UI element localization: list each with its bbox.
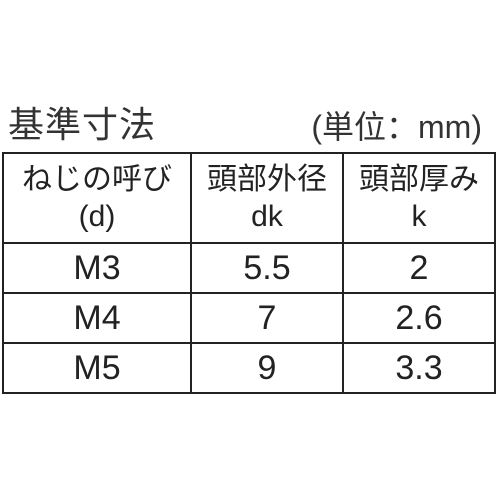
cell-k: 2.6 xyxy=(343,293,495,343)
table-row: M3 5.5 2 xyxy=(3,243,495,293)
cell-k: 3.3 xyxy=(343,343,495,393)
col-header-k-line1: 頭部厚み xyxy=(359,163,479,196)
table-title: 基準寸法 xyxy=(8,96,156,148)
spec-table: ねじの呼び (d) 頭部外径 dk 頭部厚み k M3 5.5 xyxy=(2,152,496,394)
cell-dk: 7 xyxy=(191,293,343,343)
table-row: M4 7 2.6 xyxy=(3,293,495,343)
cell-thread: M4 xyxy=(3,293,191,343)
col-header-k-line2: k xyxy=(344,198,494,236)
table-header-row: ねじの呼び (d) 頭部外径 dk 頭部厚み k xyxy=(3,153,495,243)
col-header-dk-line1: 頭部外径 xyxy=(207,163,327,196)
cell-dk: 5.5 xyxy=(191,243,343,293)
col-header-thread-line1: ねじの呼び xyxy=(22,163,172,196)
cell-dk: 9 xyxy=(191,343,343,393)
table-row: M5 9 3.3 xyxy=(3,343,495,393)
col-header-dk-line2: dk xyxy=(192,198,342,236)
col-header-thread-line2: (d) xyxy=(4,198,190,236)
unit-label: (単位：mm) xyxy=(311,102,482,148)
cell-thread: M5 xyxy=(3,343,191,393)
col-header-dk: 頭部外径 dk xyxy=(191,153,343,243)
cell-thread: M3 xyxy=(3,243,191,293)
col-header-thread: ねじの呼び (d) xyxy=(3,153,191,243)
col-header-k: 頭部厚み k xyxy=(343,153,495,243)
page: 基準寸法 (単位：mm) ねじの呼び (d) 頭部外径 dk xyxy=(0,0,500,500)
content-block: 基準寸法 (単位：mm) ねじの呼び (d) 頭部外径 dk xyxy=(0,96,500,394)
header-row: 基準寸法 (単位：mm) xyxy=(0,96,500,148)
cell-k: 2 xyxy=(343,243,495,293)
